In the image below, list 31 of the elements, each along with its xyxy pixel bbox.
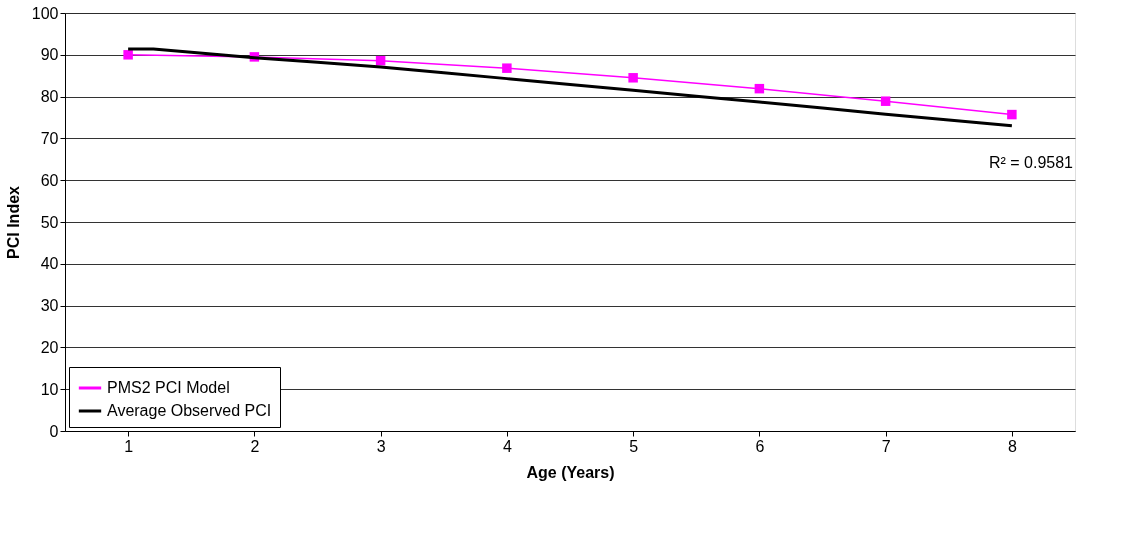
y-tick-label: 40 <box>40 255 59 273</box>
annotation: R² = 0.9581 <box>988 154 1074 172</box>
x-tick-label: 1 <box>124 437 134 455</box>
y-tick-label: 90 <box>40 46 59 64</box>
x-tick-label: 4 <box>502 437 512 455</box>
point <box>375 55 386 66</box>
y-axis-title: PCI Index <box>4 185 22 259</box>
point <box>754 83 765 94</box>
y-tick-label: 0 <box>49 422 59 440</box>
point <box>1007 109 1017 120</box>
y-tick-label: 70 <box>40 129 59 147</box>
legend-label: Average Observed PCI <box>107 402 272 419</box>
y-tick-label: 10 <box>40 380 59 398</box>
x-tick-label: 3 <box>376 437 386 455</box>
y-tick-label: 60 <box>40 171 59 189</box>
x-tick-label: 2 <box>250 437 260 455</box>
point <box>880 96 891 106</box>
y-tick-label: 80 <box>40 88 59 106</box>
y-tick-label: 30 <box>40 297 59 315</box>
point <box>628 73 638 83</box>
x-axis-title: Age (Years) <box>526 463 615 481</box>
x-tick-label: 5 <box>629 437 639 455</box>
legend-label: PMS2 PCI Model <box>107 379 230 396</box>
point <box>502 63 512 73</box>
x-tick-label: 6 <box>755 437 765 455</box>
x-tick-label: 7 <box>881 437 891 455</box>
y-tick-label: 50 <box>40 213 59 231</box>
x-tick-label: 8 <box>1007 437 1017 455</box>
y-tick-label: 20 <box>40 338 59 356</box>
y-tick-label: 100 <box>31 4 59 22</box>
point <box>123 50 133 60</box>
